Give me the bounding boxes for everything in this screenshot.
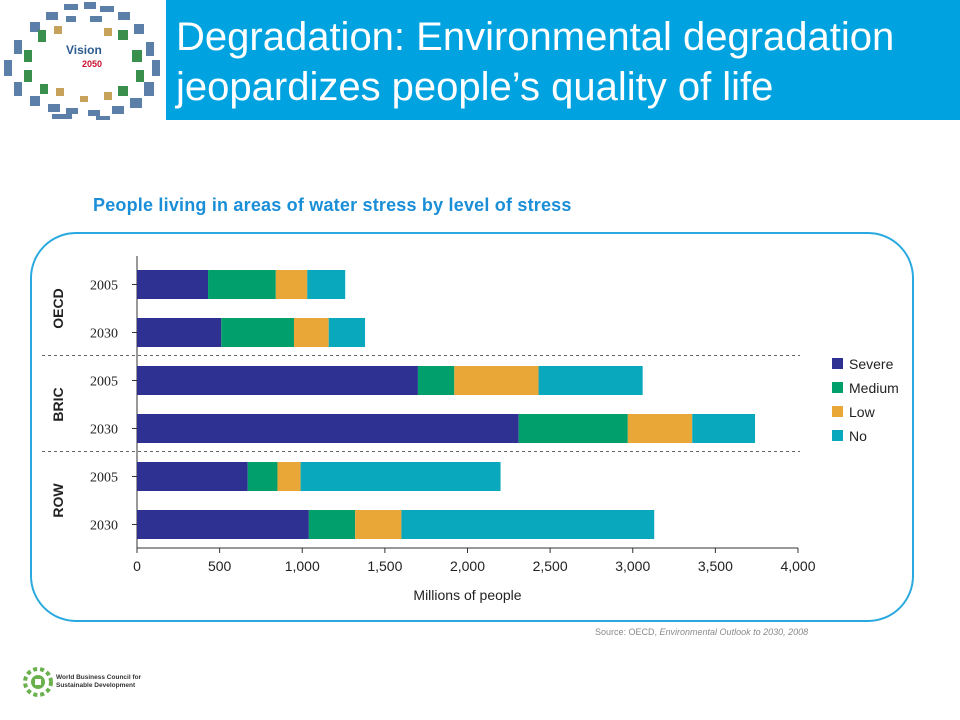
chart-title: People living in areas of water stress b… <box>93 195 572 215</box>
wbcsd-leaf-icon <box>23 667 53 697</box>
bar-severe <box>137 318 222 347</box>
source-title: Environmental Outlook to 2030, 2008 <box>659 627 809 637</box>
source-note: Source: OECD, Environmental Outlook to 2… <box>595 627 808 637</box>
logo-year: 2050 <box>82 59 102 69</box>
row-year-label: 2030 <box>90 519 118 534</box>
group-label: BRIC <box>50 387 66 421</box>
page-title-line-2: jeopardizes people’s quality of life <box>176 65 774 109</box>
x-tick-label: 0 <box>133 558 141 574</box>
x-tick-label: 1,000 <box>285 558 320 574</box>
bar-no <box>307 270 346 299</box>
legend-label-severe: Severe <box>849 356 894 372</box>
bar-low <box>277 462 301 491</box>
vision-2050-logo: Vision 2050 <box>0 0 164 122</box>
bar-low <box>275 270 308 299</box>
row-year-label: 2030 <box>90 327 118 342</box>
page-title-line-1: Degradation: Environmental degradation <box>176 15 895 59</box>
bar-no <box>328 318 366 347</box>
x-tick-label: 2,500 <box>533 558 568 574</box>
bar-low <box>454 366 539 395</box>
wbcsd-name-line-2: Sustainable Development <box>56 682 136 689</box>
bar-no <box>300 462 501 491</box>
x-tick-label: 3,000 <box>615 558 650 574</box>
bar-no <box>401 510 655 539</box>
vision-2050-collage-icon: Vision 2050 <box>4 2 160 120</box>
x-tick-label: 3,500 <box>698 558 733 574</box>
x-tick-label: 4,000 <box>780 558 815 574</box>
source-prefix: Source: OECD, <box>595 627 660 637</box>
bar-medium <box>518 414 628 443</box>
legend-label-low: Low <box>849 404 876 420</box>
chart-frame <box>30 232 914 622</box>
logo-word: Vision <box>66 43 102 57</box>
bar-low <box>627 414 693 443</box>
page-title: Degradation: Environmental degradation j… <box>176 12 956 112</box>
row-year-label: 2005 <box>90 471 118 486</box>
bar-low <box>355 510 402 539</box>
bar-medium <box>417 366 455 395</box>
bar-severe <box>137 414 519 443</box>
row-year-label: 2005 <box>90 279 118 294</box>
legend-swatch-no <box>832 430 843 441</box>
bar-no <box>538 366 643 395</box>
legend-swatch-severe <box>832 358 843 369</box>
bar-medium <box>221 318 294 347</box>
bar-severe <box>137 270 209 299</box>
x-axis-label: Millions of people <box>413 587 521 603</box>
bar-medium <box>208 270 276 299</box>
group-label: ROW <box>50 483 66 518</box>
x-tick-label: 500 <box>208 558 232 574</box>
bar-medium <box>247 462 278 491</box>
bar-severe <box>137 510 309 539</box>
wbcsd-name-line-1: World Business Council for <box>56 674 142 681</box>
x-tick-label: 1,500 <box>367 558 402 574</box>
row-year-label: 2030 <box>90 423 118 438</box>
wbcsd-logo: World Business Council for Sustainable D… <box>22 664 162 704</box>
legend-label-medium: Medium <box>849 380 899 396</box>
bar-severe <box>137 462 248 491</box>
legend-swatch-low <box>832 406 843 417</box>
bar-low <box>293 318 329 347</box>
legend-label-no: No <box>849 428 867 444</box>
group-label: OECD <box>50 288 66 328</box>
wbcsd-name: World Business Council for Sustainable D… <box>56 674 166 690</box>
bar-medium <box>308 510 356 539</box>
row-year-label: 2005 <box>90 375 118 390</box>
title-band: Degradation: Environmental degradation j… <box>166 0 960 120</box>
x-tick-label: 2,000 <box>450 558 485 574</box>
legend-swatch-medium <box>832 382 843 393</box>
bar-no <box>692 414 756 443</box>
bar-severe <box>137 366 418 395</box>
